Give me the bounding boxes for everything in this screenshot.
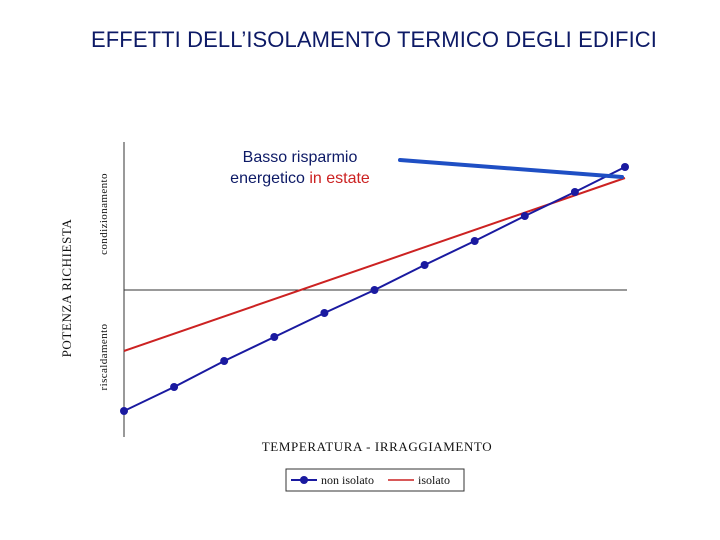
data-point-non-isolato — [470, 237, 479, 245]
y-axis-upper-label: condizionamento — [98, 173, 110, 255]
data-point-non-isolato — [120, 407, 128, 415]
y-axis-label: POTENZA RICHIESTA — [59, 219, 74, 358]
series-non-isolato — [120, 163, 629, 415]
data-point-non-isolato — [220, 357, 229, 365]
annotation-arrow — [398, 158, 624, 179]
page-title: EFFETTI DELL’ISOLAMENTO TERMICO DEGLI ED… — [90, 27, 657, 52]
data-point-non-isolato — [420, 261, 429, 269]
data-point-non-isolato — [270, 333, 279, 341]
x-axis-label: TEMPERATURA - IRRAGGIAMENTO — [262, 439, 492, 454]
annotation-line2: energetico in estate — [230, 170, 370, 187]
y-axis-lower-label: riscaldamento — [98, 323, 110, 390]
annotation-line1: Basso risparmio — [243, 149, 358, 166]
data-point-non-isolato — [370, 286, 379, 294]
data-point-non-isolato — [320, 309, 329, 317]
legend: non isolato isolato — [285, 468, 465, 492]
annotation-highlight: in estate — [309, 170, 370, 187]
data-point-non-isolato — [570, 188, 579, 196]
annotation-line2-text: energetico — [230, 170, 309, 187]
legend-box — [285, 468, 465, 492]
series-isolato — [123, 177, 626, 352]
line-isolato — [123, 177, 626, 352]
data-point-non-isolato — [520, 212, 529, 220]
data-point-non-isolato — [170, 383, 179, 391]
legend-marker-non-isolato — [300, 476, 308, 484]
data-point-non-isolato — [621, 163, 629, 171]
legend-label-isolato: isolato — [418, 473, 450, 487]
legend-label-non-isolato: non isolato — [321, 473, 374, 487]
